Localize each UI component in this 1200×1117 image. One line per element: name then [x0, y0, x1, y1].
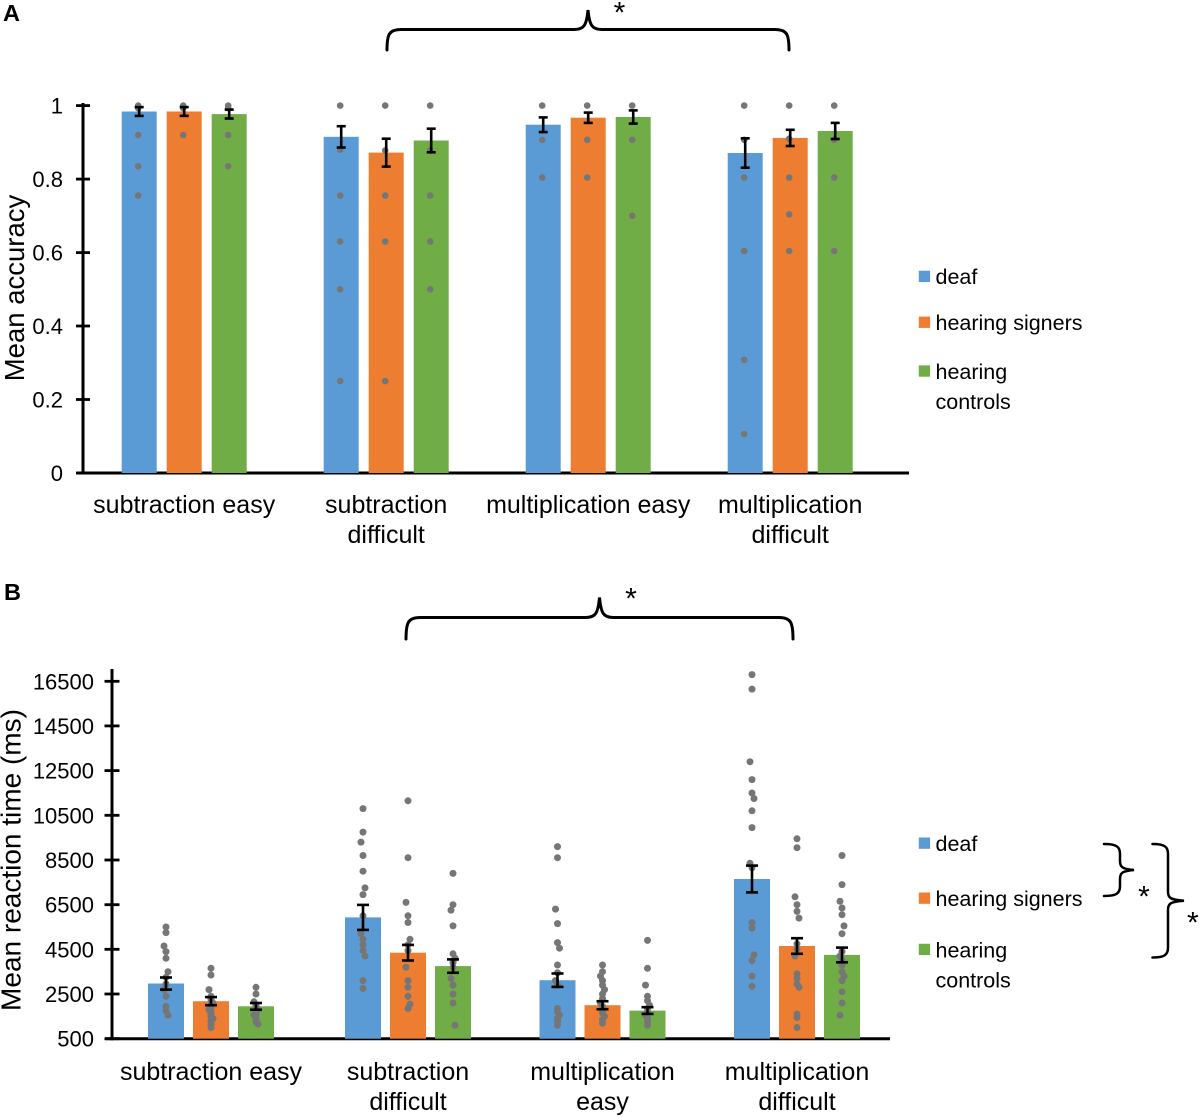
svg-text:hearing signers: hearing signers: [936, 311, 1083, 335]
svg-text:subtraction: subtraction: [325, 491, 447, 519]
svg-text:subtraction easy: subtraction easy: [120, 1058, 303, 1086]
svg-text:0.2: 0.2: [32, 388, 63, 413]
svg-text:2500: 2500: [45, 982, 94, 1007]
svg-text:4500: 4500: [45, 937, 94, 962]
svg-text:500: 500: [57, 1027, 94, 1052]
svg-text:multiplication: multiplication: [718, 491, 863, 519]
svg-text:0.8: 0.8: [32, 167, 63, 192]
svg-text:difficult: difficult: [369, 1088, 446, 1116]
svg-text:*: *: [1138, 881, 1150, 914]
svg-text:difficult: difficult: [752, 521, 829, 549]
svg-text:difficult: difficult: [348, 521, 425, 549]
svg-text:B: B: [4, 579, 21, 605]
svg-text:0.6: 0.6: [32, 241, 63, 266]
svg-text:A: A: [3, 0, 20, 26]
svg-text:deaf: deaf: [936, 265, 978, 289]
svg-text:0.4: 0.4: [32, 314, 63, 339]
svg-text:Mean accuracy: Mean accuracy: [0, 195, 30, 382]
svg-text:subtraction: subtraction: [347, 1058, 469, 1086]
svg-text:10500: 10500: [33, 803, 94, 828]
svg-text:multiplication: multiplication: [530, 1058, 675, 1086]
svg-text:controls: controls: [936, 390, 1011, 414]
svg-text:easy: easy: [576, 1088, 629, 1116]
svg-text:*: *: [614, 0, 626, 30]
svg-text:Mean reaction time (ms): Mean reaction time (ms): [0, 709, 27, 1011]
svg-text:8500: 8500: [45, 848, 94, 873]
svg-text:hearing: hearing: [936, 360, 1008, 384]
svg-text:12500: 12500: [33, 759, 94, 784]
svg-text:*: *: [1187, 907, 1199, 940]
svg-text:1: 1: [51, 94, 63, 119]
svg-text:controls: controls: [936, 968, 1011, 992]
svg-text:multiplication easy: multiplication easy: [486, 491, 691, 519]
svg-text:difficult: difficult: [758, 1088, 835, 1116]
svg-text:deaf: deaf: [936, 832, 978, 856]
svg-text:14500: 14500: [33, 714, 94, 739]
svg-text:6500: 6500: [45, 893, 94, 918]
svg-text:hearing: hearing: [936, 938, 1008, 962]
svg-text:0: 0: [51, 461, 63, 486]
svg-text:multiplication: multiplication: [725, 1058, 870, 1086]
svg-text:hearing signers: hearing signers: [936, 887, 1083, 911]
svg-text:*: *: [625, 583, 637, 616]
svg-text:subtraction easy: subtraction easy: [93, 491, 276, 519]
svg-text:16500: 16500: [33, 669, 94, 694]
